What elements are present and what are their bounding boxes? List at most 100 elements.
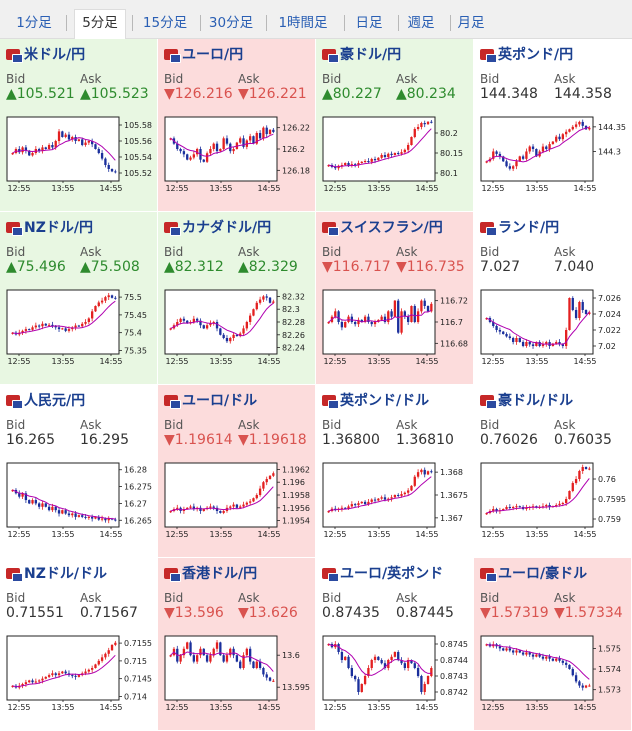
- mini-candlestick-chart[interactable]: 144.35 144.3 12:55 13:55 14:55: [479, 115, 629, 197]
- bid-label: Bid: [322, 418, 342, 432]
- tab-8[interactable]: 月足: [457, 15, 485, 31]
- bid-label: Bid: [164, 418, 184, 432]
- pair-title[interactable]: スイスフラン/円: [322, 218, 443, 238]
- candle-body: [485, 513, 488, 515]
- ask-label: Ask: [80, 245, 102, 259]
- bid-value: 144.348: [480, 86, 538, 102]
- rate-panel[interactable]: 英ポンド/ドル Bid Ask 1.36800 1.36810 1.368 1.3675 1.…: [316, 385, 474, 558]
- mini-candlestick-chart[interactable]: 126.22 126.2 126.18 12:55 13:55 14:55: [163, 115, 313, 197]
- candle-body: [564, 330, 568, 346]
- pair-title[interactable]: ユーロ/英ポンド: [322, 564, 443, 584]
- candle-body: [44, 676, 47, 679]
- pair-name: 豪ドル/ドル: [498, 393, 574, 409]
- rate-panel[interactable]: 豪ドル/円 Bid Ask ▲80.227 ▲80.234 80.2 80.15 80.1 12…: [316, 39, 474, 212]
- pair-title[interactable]: 米ドル/円: [6, 45, 85, 65]
- mini-candlestick-chart[interactable]: 105.58 105.56 105.54 105.52 12:55 13:55 14:55: [5, 115, 155, 197]
- tab-separator: [66, 15, 67, 31]
- bid-label: Bid: [6, 72, 26, 86]
- pair-title[interactable]: 豪ドル/ドル: [480, 391, 573, 411]
- mini-candlestick-chart[interactable]: 7.026 7.024 7.022 7.02 12:55 13:55 14:55: [479, 288, 629, 370]
- mini-candlestick-chart[interactable]: 75.5 75.45 75.4 75.35 12:55 13:55 14:55: [5, 288, 155, 370]
- rate-panel[interactable]: スイスフラン/円 Bid Ask ▼116.717 ▼116.735 116.72 116.…: [316, 212, 474, 385]
- candle-body: [340, 507, 344, 509]
- candle-body: [268, 677, 272, 681]
- candle-body: [219, 642, 222, 656]
- tab-7[interactable]: 週足: [407, 15, 435, 31]
- mini-candlestick-chart[interactable]: 80.2 80.15 80.1 12:55 13:55 14:55: [321, 115, 471, 197]
- ca-jp-flag-icon: [164, 222, 181, 236]
- timeframe-tabbar: 1分足 5分足 15分足 30分足 1時間足 日足 週足 月足: [0, 0, 632, 39]
- rate-panel[interactable]: カナダドル/円 Bid Ask ▲82.312 ▲82.329 82.32 82.3 82.2…: [158, 212, 316, 385]
- pair-title[interactable]: ユーロ/円: [164, 45, 243, 65]
- rate-panel[interactable]: 香港ドル/円 Bid Ask ▼13.596 ▼13.626 13.6 13.595 12:5…: [158, 558, 316, 731]
- pair-title[interactable]: ランド/円: [480, 218, 559, 238]
- candle-body: [420, 123, 423, 127]
- candle-body: [528, 342, 531, 345]
- pair-title[interactable]: NZドル/ドル: [6, 564, 107, 584]
- candle-body: [94, 306, 97, 312]
- tab-separator: [200, 15, 201, 31]
- mini-candlestick-chart[interactable]: 1.575 1.574 1.573 12:55 13:55 14:55: [479, 634, 629, 716]
- rate-panel[interactable]: 豪ドル/ドル Bid Ask 0.76026 0.76035 0.76 0.7595 0.75…: [474, 385, 632, 558]
- pair-title[interactable]: 英ポンド/円: [480, 45, 573, 65]
- tab-4[interactable]: 30分足: [208, 15, 254, 31]
- moving-average-line: [486, 478, 590, 514]
- mini-candlestick-chart[interactable]: 0.7155 0.715 0.7145 0.714 12:55 13:55 14:55: [5, 634, 155, 716]
- mini-candlestick-chart[interactable]: 16.28 16.275 16.27 16.265 12:55 13:55 14:55: [5, 461, 155, 543]
- pair-title[interactable]: ユーロ/ドル: [164, 391, 257, 411]
- rate-panel[interactable]: ユーロ/英ポンド Bid Ask 0.87435 0.87445 0.8745 0.8744…: [316, 558, 474, 731]
- candle-body: [242, 655, 245, 668]
- rate-panel[interactable]: 米ドル/円 Bid Ask ▲105.521 ▲105.523 105.58 105.56 1…: [0, 39, 158, 212]
- pair-title[interactable]: カナダドル/円: [164, 218, 271, 238]
- pair-title[interactable]: 豪ドル/円: [322, 45, 401, 65]
- rate-panel[interactable]: ユーロ/豪ドル Bid Ask ▼1.57319 ▼1.57334 1.575 1.574 1…: [474, 558, 632, 731]
- mini-candlestick-chart[interactable]: 0.76 0.7595 0.759 12:55 13:55 14:55: [479, 461, 629, 543]
- candle-body: [225, 338, 229, 342]
- mini-candlestick-chart[interactable]: 1.1962 1.196 1.1958 1.1956 1.1954 12:55 13:55 1…: [163, 461, 313, 543]
- candle-body: [44, 503, 47, 507]
- rate-panel[interactable]: NZドル/円 Bid Ask ▲75.496 ▲75.508 75.5 75.45 75.4 7…: [0, 212, 158, 385]
- rate-panel[interactable]: 人民元/円 Bid Ask 16.265 16.295 16.28 16.275 16.27 1…: [0, 385, 158, 558]
- tab-3[interactable]: 15分足: [142, 15, 188, 31]
- mini-candlestick-chart[interactable]: 13.6 13.595 12:55 13:55 14:55: [163, 634, 313, 716]
- ask-label: Ask: [238, 418, 260, 432]
- x-tick-label: 14:55: [415, 530, 438, 539]
- candle-body: [528, 146, 531, 152]
- tab-2[interactable]: 5分足: [74, 9, 126, 39]
- x-tick-label: 13:55: [51, 530, 74, 539]
- candle-body: [245, 648, 249, 656]
- pair-title[interactable]: NZドル/円: [6, 218, 93, 238]
- rate-panel[interactable]: ランド/円 Bid Ask 7.027 7.040 7.026 7.024 7.022 7.02…: [474, 212, 632, 385]
- pair-title[interactable]: 人民元/円: [6, 391, 85, 411]
- candle-body: [578, 121, 581, 125]
- tab-separator: [132, 15, 133, 31]
- pair-title[interactable]: 英ポンド/ドル: [322, 391, 429, 411]
- candle-body: [390, 656, 393, 660]
- candle-body: [239, 333, 242, 337]
- bid-value: 7.027: [480, 259, 521, 275]
- mini-candlestick-chart[interactable]: 0.8745 0.8744 0.8743 0.8742 12:55 13:55 14:55: [321, 634, 471, 716]
- candle-body: [248, 315, 252, 322]
- candle-body: [255, 495, 258, 499]
- candle-body: [179, 655, 182, 662]
- x-tick-label: 12:55: [7, 530, 30, 539]
- candle-body: [31, 680, 34, 683]
- candle-body: [77, 515, 81, 517]
- tab-1[interactable]: 1分足: [16, 15, 52, 31]
- mini-candlestick-chart[interactable]: 1.368 1.3675 1.367 12:55 13:55 14:55: [321, 461, 471, 543]
- y-tick-label: 16.275: [124, 483, 152, 492]
- mini-candlestick-chart[interactable]: 82.32 82.3 82.28 82.26 82.24 12:55 13:55 14:55: [163, 288, 313, 370]
- candle-body: [353, 322, 357, 325]
- mini-candlestick-chart[interactable]: 116.72 116.7 116.68 12:55 13:55 14:55: [321, 288, 471, 370]
- rate-panel[interactable]: NZドル/ドル Bid Ask 0.71551 0.71567 0.7155 0.715 0.…: [0, 558, 158, 731]
- candle-body: [327, 511, 330, 513]
- candle-body: [551, 658, 555, 661]
- rate-panel[interactable]: ユーロ/円 Bid Ask ▼126.216 ▼126.221 126.22 126.2 12…: [158, 39, 316, 212]
- rate-panel[interactable]: ユーロ/ドル Bid Ask ▼1.19614 ▼1.19618 1.1962 1.196 1…: [158, 385, 316, 558]
- tab-6[interactable]: 日足: [355, 15, 383, 31]
- rate-panel[interactable]: 英ポンド/円 Bid Ask 144.348 144.358 144.35 144.3 12:…: [474, 39, 632, 212]
- ask-label: Ask: [80, 72, 102, 86]
- tab-5[interactable]: 1時間足: [278, 15, 328, 31]
- pair-title[interactable]: ユーロ/豪ドル: [480, 564, 587, 584]
- pair-title[interactable]: 香港ドル/円: [164, 564, 257, 584]
